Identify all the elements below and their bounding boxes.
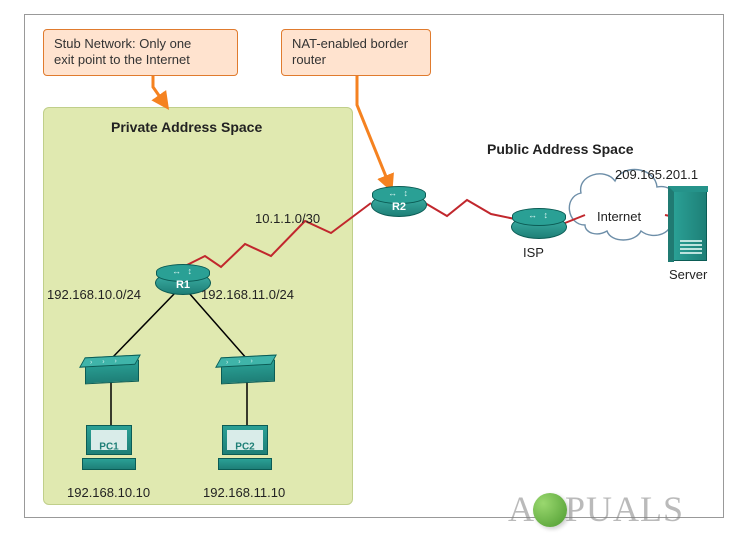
router-r2: ↔ ↕ R2 — [371, 193, 427, 217]
watermark-globe-icon — [533, 493, 567, 527]
private-space-title: Private Address Space — [111, 119, 262, 135]
router-isp: ↔ ↕ — [511, 215, 567, 239]
watermark-suffix: PUALS — [565, 489, 684, 529]
diagram-frame: Stub Network: Only one exit point to the… — [24, 14, 724, 518]
switch-2: › › › — [221, 360, 275, 385]
router-r2-label: R2 — [392, 201, 406, 213]
ip-r1-r2: 10.1.1.0/30 — [255, 211, 320, 226]
callout-stub-network: Stub Network: Only one exit point to the… — [43, 29, 238, 76]
ip-r1-right: 192.168.11.0/24 — [201, 287, 294, 302]
router-r1-label: R1 — [176, 279, 190, 291]
public-space-title: Public Address Space — [487, 141, 634, 157]
watermark: A PUALS — [508, 488, 684, 530]
watermark-prefix: A — [508, 489, 535, 529]
cloud-label: Internet — [597, 209, 641, 224]
callout-stub-arrow — [153, 71, 167, 107]
ip-r1-left: 192.168.10.0/24 — [47, 287, 141, 302]
callout-nat-router: NAT-enabled border router — [281, 29, 431, 76]
ip-server: 209.165.201.1 — [615, 167, 698, 182]
pc2: PC2 — [217, 425, 273, 477]
isp-caption: ISP — [523, 245, 544, 260]
ip-pc2: 192.168.11.10 — [203, 485, 285, 500]
callout-stub-line2: exit point to the Internet — [54, 52, 190, 67]
callout-nat-arrow — [357, 71, 391, 189]
pc2-label: PC2 — [235, 441, 254, 452]
pc1-label: PC1 — [99, 441, 118, 452]
pc1: PC1 — [81, 425, 137, 477]
callout-nat-line2: router — [292, 52, 326, 67]
callout-nat-line1: NAT-enabled border — [292, 36, 408, 51]
ip-pc1: 192.168.10.10 — [67, 485, 150, 500]
link-isp-cloud — [565, 215, 585, 223]
server — [673, 191, 707, 261]
switch-1: › › › — [85, 360, 139, 385]
server-caption: Server — [669, 267, 707, 282]
link-r2-isp — [425, 200, 515, 219]
callout-stub-line1: Stub Network: Only one — [54, 36, 191, 51]
